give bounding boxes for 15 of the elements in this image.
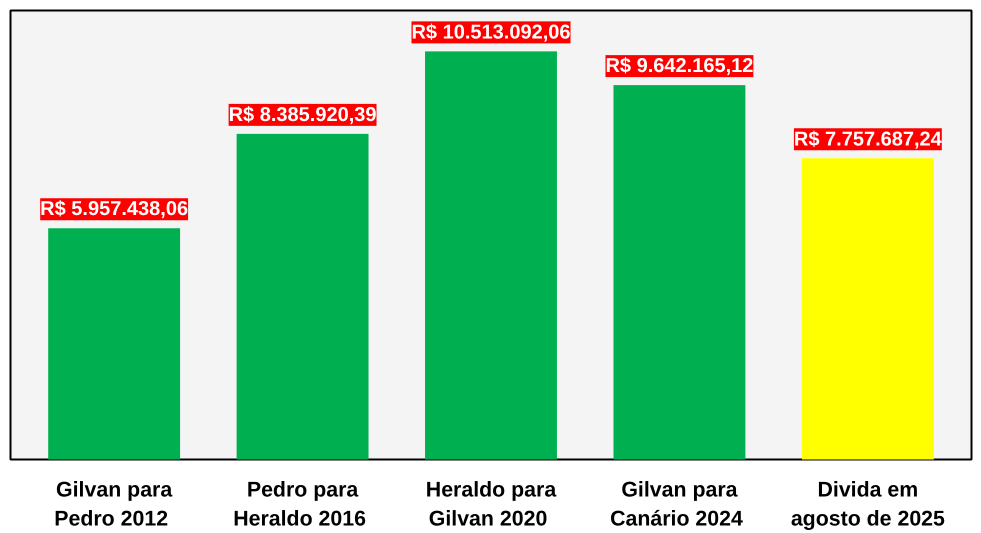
data-label: R$ 9.642.165,12 xyxy=(605,55,754,78)
x-tick-label: Pedro para Heraldo 2016 xyxy=(233,478,366,530)
data-label: R$ 8.385.920,39 xyxy=(228,104,377,126)
x-tick-label: Heraldo para Gilvan 2020 xyxy=(426,478,556,530)
bar xyxy=(613,85,746,460)
data-label: R$ 7.757.687,24 xyxy=(794,128,943,150)
x-tick-label: Divida em agosto de 2025 xyxy=(790,478,946,530)
x-tick-label: Gilvan para Canário 2024 xyxy=(610,478,743,530)
data-label: R$ 10.513.092,06 xyxy=(411,21,571,44)
bar xyxy=(48,228,180,460)
data-label: R$ 5.957.438,06 xyxy=(40,198,188,220)
bar xyxy=(425,51,557,460)
x-tick-label: Gilvan para Pedro 2012 xyxy=(54,478,172,530)
bar xyxy=(802,158,934,460)
bar xyxy=(236,134,369,460)
